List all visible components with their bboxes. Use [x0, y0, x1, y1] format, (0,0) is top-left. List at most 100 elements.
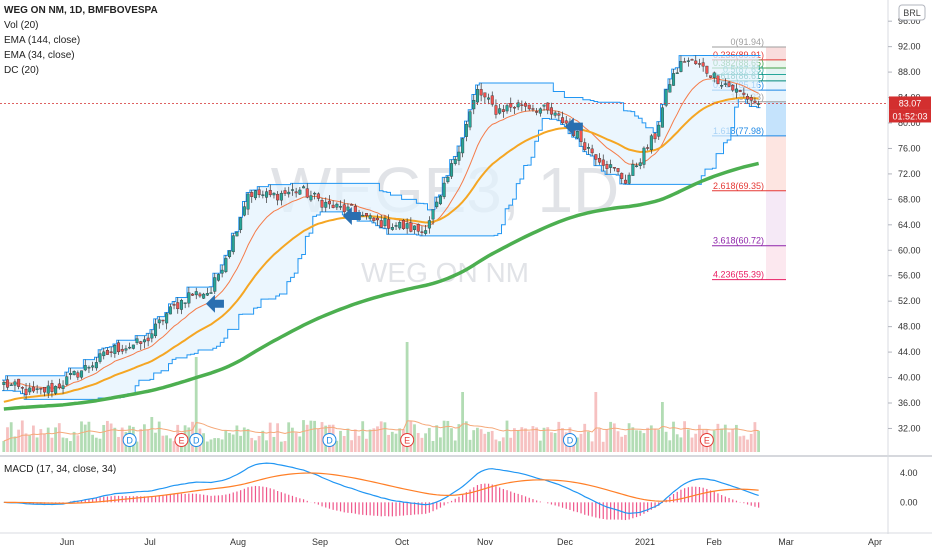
volume-bar — [498, 441, 501, 452]
volume-bar — [605, 429, 609, 452]
price-tick-label: 80.00 — [898, 118, 921, 128]
price-tick-label: 52.00 — [898, 296, 921, 306]
symbol-title[interactable]: WEG ON NM, 1D, BMFBOVESPA — [4, 5, 158, 16]
candle-body — [623, 179, 627, 184]
candle-body — [753, 100, 757, 103]
macd-legend[interactable]: MACD (17, 34, close, 34) — [4, 464, 116, 475]
candle-body — [105, 350, 109, 355]
candle-body — [290, 189, 294, 191]
candle-body — [213, 277, 217, 292]
volume-bar — [668, 440, 672, 452]
time-axis[interactable]: Jun Jul Aug Sep Oct Nov Dec 2021 Feb Mar Apr — [60, 537, 882, 547]
volume-bar — [94, 437, 98, 452]
volume-bar — [524, 428, 527, 452]
candle-body — [612, 167, 616, 169]
volume-bar — [187, 427, 191, 452]
volume-bar — [24, 433, 28, 452]
volume-bar — [490, 430, 494, 452]
candle-body — [154, 323, 158, 337]
fib-zone — [766, 59, 786, 68]
volume-bar — [80, 421, 83, 452]
volume-bar — [723, 424, 727, 452]
candle-body — [501, 109, 505, 112]
candle-body — [265, 191, 269, 198]
donchian-upper — [2, 54, 761, 381]
time-tick-label: Jun — [60, 537, 75, 547]
volume-bar — [420, 437, 424, 452]
price-axis[interactable]: 32.00 36.00 40.00 44.00 48.00 52.00 56.00 60.00… — [888, 16, 921, 433]
candle-body — [413, 225, 417, 230]
candle-body — [113, 345, 117, 354]
volume-bar — [165, 435, 168, 452]
candle-body — [76, 372, 80, 378]
candle-body — [220, 269, 224, 274]
earnings-marker[interactable]: E — [400, 433, 415, 447]
fibonacci-extension[interactable]: 0(91.94)0.236(89.91)0.382(88.65)0.5(87.6… — [712, 37, 786, 281]
earnings-marker[interactable]: E — [174, 433, 189, 447]
buy-arrow[interactable] — [342, 207, 361, 226]
candle-body — [102, 351, 106, 357]
volume-bar — [468, 439, 472, 452]
volume-bar — [742, 435, 746, 452]
candle-body — [376, 217, 380, 221]
buy-arrow[interactable] — [205, 294, 224, 313]
volume-bar — [361, 421, 365, 452]
candle-body — [20, 387, 24, 389]
volume-bar — [383, 422, 387, 452]
candle-body — [250, 192, 254, 197]
candle-body — [117, 342, 121, 353]
event-marker-label: E — [178, 436, 184, 446]
volume-bar — [601, 441, 605, 452]
volume-bar — [313, 420, 316, 452]
candle-body — [683, 61, 687, 63]
candle-body — [302, 186, 306, 189]
volume-bar — [483, 433, 487, 452]
legend-ema-34[interactable]: EMA (34, close) — [4, 50, 75, 61]
candle-body — [453, 158, 457, 164]
buy-arrow[interactable] — [564, 117, 583, 136]
currency-badge[interactable]: BRL — [898, 4, 926, 21]
volume-bar — [657, 429, 661, 452]
volume-bar — [46, 427, 50, 452]
legend-donchian[interactable]: DC (20) — [4, 65, 39, 76]
volume-bar — [664, 431, 668, 452]
volume-bar — [339, 430, 342, 452]
dividend-marker[interactable]: D — [122, 433, 137, 447]
dividend-marker[interactable]: D — [189, 433, 204, 447]
chart-legend[interactable]: WEG ON NM, 1D, BMFBOVESPA Vol (20) EMA (… — [4, 5, 158, 76]
candle-body — [283, 190, 287, 194]
candle-body — [287, 191, 291, 195]
legend-volume[interactable]: Vol (20) — [4, 20, 38, 31]
candle-body — [516, 102, 520, 108]
donchian-lower — [2, 97, 761, 400]
legend-ema-144[interactable]: EMA (144, close) — [4, 35, 80, 46]
candle-body — [276, 193, 280, 201]
volume-bar — [39, 429, 43, 452]
dividend-marker[interactable]: D — [322, 433, 337, 447]
volume-bar — [194, 357, 198, 452]
candle-body — [575, 131, 579, 139]
candle-body — [468, 111, 472, 128]
earnings-marker[interactable]: E — [699, 433, 714, 447]
candle-body — [646, 147, 650, 149]
candle-body — [660, 107, 664, 128]
annotation-arrows[interactable] — [205, 117, 583, 313]
candle-body — [187, 292, 191, 304]
candle-body — [131, 344, 135, 349]
volume-bar — [413, 424, 416, 452]
candle-body — [553, 112, 557, 116]
candle-body — [39, 388, 43, 390]
candle-body — [31, 386, 35, 392]
candle-body — [424, 230, 428, 234]
dividend-marker[interactable]: D — [562, 433, 577, 447]
candle-body — [228, 250, 232, 258]
candle-body — [383, 218, 387, 227]
volume-bar — [320, 422, 324, 452]
volume-bar — [535, 427, 538, 452]
volume-bar — [461, 392, 464, 452]
volume-bar — [135, 441, 139, 452]
candle-body — [342, 204, 346, 213]
volume-bar — [457, 424, 461, 452]
